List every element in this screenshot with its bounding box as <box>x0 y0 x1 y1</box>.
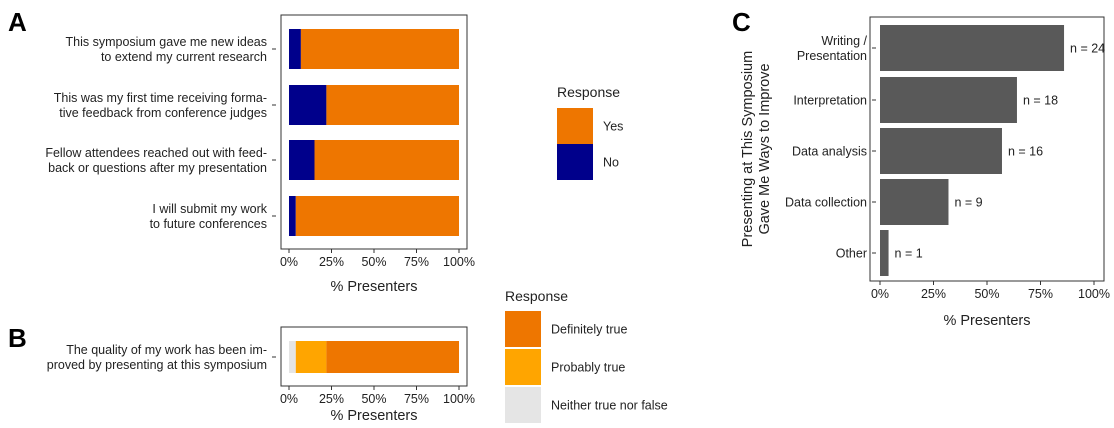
bar-segment-no <box>289 85 327 125</box>
x-axis-title: % Presenters <box>330 408 417 424</box>
y-axis-title: Presenting at This Symposium <box>740 51 756 247</box>
bar-segment-yes <box>326 85 459 125</box>
category-label: Interpretation <box>793 94 867 108</box>
panel-c-letter: C <box>732 7 751 37</box>
x-axis-title: % Presenters <box>330 279 417 295</box>
legend-swatch <box>505 349 541 385</box>
bar-segment-neither-true-nor-false <box>289 341 296 373</box>
category-label: Data collection <box>785 196 867 210</box>
bar <box>880 179 949 225</box>
legend-label: Yes <box>603 120 623 134</box>
data-label: n = 9 <box>954 196 982 210</box>
category-label: Fellow attendees reached out with feed- <box>45 146 267 160</box>
category-label: Other <box>836 247 867 261</box>
category-label: to extend my current research <box>101 50 267 64</box>
legend-title: Response <box>557 84 620 100</box>
x-tick-label: 75% <box>1028 287 1053 301</box>
panel-b-chart: The quality of my work has been im-prove… <box>47 288 668 424</box>
x-axis-title: % Presenters <box>943 313 1030 329</box>
x-tick-label: 100% <box>443 255 475 269</box>
x-tick-label: 75% <box>404 392 429 406</box>
legend-label: Definitely true <box>551 323 627 337</box>
panel-c-chart: n = 24 Writing /Presentation n = 18 Interpr… <box>740 16 1110 329</box>
bar <box>880 230 889 276</box>
bar-segment-yes <box>314 140 459 180</box>
category-label: This was my first time receiving forma- <box>54 91 267 105</box>
legend-swatch <box>557 108 593 144</box>
x-tick-label: 0% <box>280 392 298 406</box>
x-tick-label: 100% <box>1078 287 1110 301</box>
x-tick-label: 25% <box>319 392 344 406</box>
category-label: back or questions after my presentation <box>48 161 267 175</box>
x-tick-label: 50% <box>974 287 999 301</box>
y-axis-title: Gave Me Ways to Improve <box>757 63 773 234</box>
category-label: I will submit my work <box>152 202 267 216</box>
legend-label: Probably true <box>551 361 625 375</box>
legend-swatch <box>557 144 593 180</box>
legend-swatch <box>505 387 541 423</box>
x-tick-label: 50% <box>361 255 386 269</box>
x-tick-label: 50% <box>361 392 386 406</box>
data-label: n = 24 <box>1070 42 1105 56</box>
category-label: Presentation <box>797 49 867 63</box>
x-tick-label: 75% <box>404 255 429 269</box>
category-label: The quality of my work has been im- <box>66 343 267 357</box>
bar-segment-definitely-true <box>326 341 459 373</box>
bar <box>880 25 1065 71</box>
bar-segment-probably-true <box>295 341 327 373</box>
legend-label: No <box>603 156 619 170</box>
bar-segment-yes <box>295 196 459 236</box>
bar <box>880 77 1017 123</box>
x-tick-label: 0% <box>280 255 298 269</box>
legend-title: Response <box>505 288 568 304</box>
category-label: proved by presenting at this symposium <box>47 358 267 372</box>
category-label: tive feedback from conference judges <box>59 106 267 120</box>
category-label: to future conferences <box>150 217 267 231</box>
bar-segment-no <box>289 140 315 180</box>
panel-b-letter: B <box>8 323 27 353</box>
x-tick-label: 100% <box>443 392 475 406</box>
x-tick-label: 25% <box>921 287 946 301</box>
data-label: n = 16 <box>1008 145 1043 159</box>
legend-swatch <box>505 311 541 347</box>
category-label: Writing / <box>821 34 867 48</box>
data-label: n = 18 <box>1023 94 1058 108</box>
bar-segment-yes <box>300 29 459 69</box>
bar-segment-no <box>289 29 301 69</box>
category-label: Data analysis <box>792 145 867 159</box>
category-label: This symposium gave me new ideas <box>66 35 267 49</box>
x-tick-label: 25% <box>319 255 344 269</box>
data-label: n = 1 <box>895 247 923 261</box>
panel-a-letter: A <box>8 7 27 37</box>
bar <box>880 128 1002 174</box>
x-tick-label: 0% <box>871 287 889 301</box>
legend-label: Neither true nor false <box>551 399 668 413</box>
bar-segment-no <box>289 196 296 236</box>
